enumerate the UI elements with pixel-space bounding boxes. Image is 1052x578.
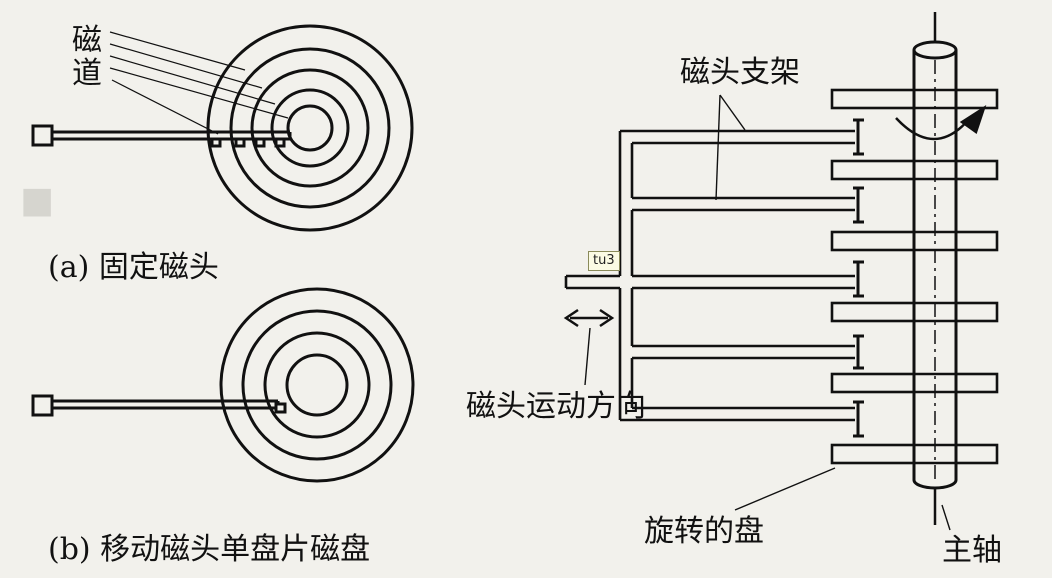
disk-b-hub — [285, 353, 349, 417]
read-write-heads — [853, 118, 864, 438]
spindle — [912, 12, 958, 525]
head-5 — [853, 400, 864, 438]
arm-leader-2 — [715, 94, 721, 201]
moving-head — [274, 402, 287, 414]
image-tag: tu3 — [588, 251, 620, 271]
disk-a-hub — [286, 104, 334, 152]
moving-head-arm — [31, 394, 287, 417]
disk-b-track-2 — [241, 309, 393, 461]
head-arm-label: 磁头支架 — [680, 55, 800, 90]
caption-a: (a) 固定磁头 — [48, 250, 219, 285]
disk-b-arm-mount — [31, 394, 54, 417]
head-arm-assembly — [564, 129, 855, 422]
label-leaders — [584, 94, 951, 531]
disk-b-track-3 — [263, 331, 371, 439]
arm-leader-1 — [719, 94, 746, 131]
rotating-platter-label: 旋转的盘 — [644, 514, 764, 549]
motion-leader — [584, 327, 591, 386]
motion-arrow — [563, 308, 615, 328]
caption-b: (b) 移动磁头单盘片磁盘 — [48, 532, 371, 567]
spindle-leader — [941, 504, 951, 531]
fixed-head-disk — [206, 24, 414, 232]
track-label-leaders — [109, 31, 289, 135]
fixed-head-1 — [210, 137, 222, 148]
disk-a-track-2 — [229, 47, 391, 209]
disk-a-track-4 — [270, 88, 350, 168]
track-label: 磁道 — [72, 23, 102, 91]
head-1 — [853, 118, 864, 156]
spindle-label: 主轴 — [942, 533, 1002, 568]
disk-a-track-1 — [206, 24, 414, 232]
rotation-arrow — [895, 105, 987, 141]
fixed-head-2 — [234, 137, 246, 148]
disk-a-arm-mount — [31, 124, 54, 147]
fixed-head-arm — [31, 124, 292, 148]
disk-b-track-1 — [219, 287, 415, 483]
moving-head-disk — [219, 287, 415, 483]
head-4 — [853, 334, 864, 370]
head-motion-label: 磁头运动方向 — [466, 389, 646, 424]
disk-a-track-3 — [250, 68, 370, 188]
platter-fronts — [914, 88, 956, 465]
background-bleed: ■ — [20, 180, 55, 221]
fixed-head-3 — [254, 137, 266, 148]
fixed-head-4 — [274, 137, 286, 148]
head-3 — [853, 260, 864, 298]
platter-leader — [734, 467, 836, 511]
head-2 — [853, 186, 864, 224]
